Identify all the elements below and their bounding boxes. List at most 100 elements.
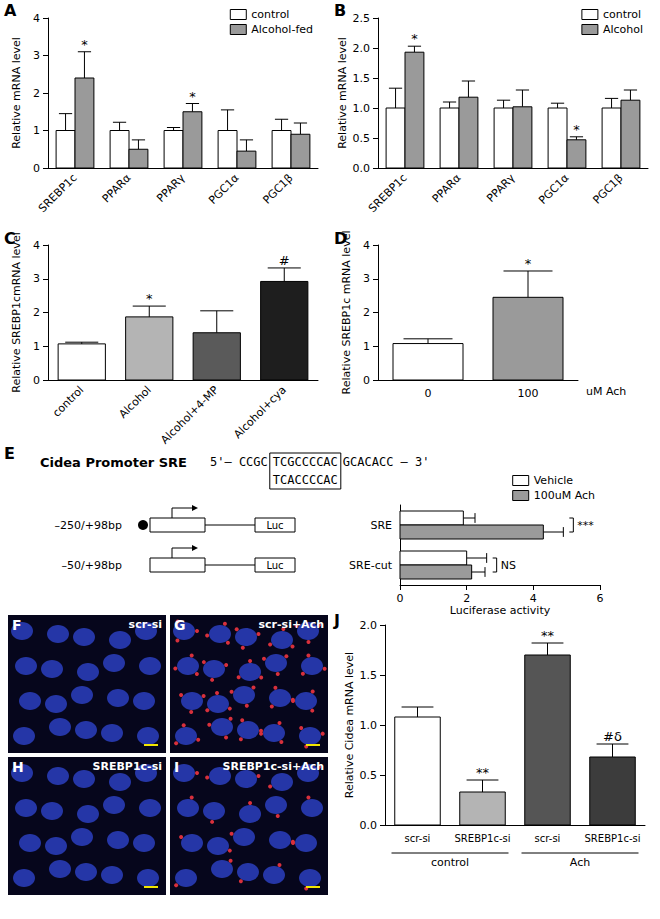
- svg-text:0.5: 0.5: [360, 769, 378, 782]
- svg-text:scr-si+Ach: scr-si+Ach: [259, 618, 324, 631]
- svg-text:100: 100: [518, 387, 539, 400]
- svg-text:–250/+98bp: –250/+98bp: [55, 519, 122, 532]
- svg-text:control: control: [251, 8, 289, 21]
- svg-text:1.5: 1.5: [360, 669, 378, 682]
- svg-text:Relative mRNA level: Relative mRNA level: [10, 37, 23, 149]
- svg-text:0: 0: [397, 592, 404, 605]
- svg-text:1: 1: [33, 340, 40, 353]
- svg-text:4: 4: [33, 12, 40, 25]
- svg-text:3: 3: [33, 272, 40, 285]
- svg-text:Relative SREBP1cmRNA level: Relative SREBP1cmRNA level: [10, 232, 23, 392]
- svg-text:0.0: 0.0: [353, 162, 371, 175]
- svg-text:Relative mRNA level: Relative mRNA level: [336, 37, 349, 149]
- svg-text:**: **: [541, 628, 555, 643]
- svg-text:TCGCCCCAC: TCGCCCCAC: [273, 455, 338, 469]
- svg-text:Alcohol+cya: Alcohol+cya: [231, 383, 289, 441]
- svg-text:3: 3: [363, 272, 370, 285]
- svg-text:PPARγ: PPARγ: [154, 171, 188, 205]
- svg-text:2: 2: [33, 306, 40, 319]
- svg-text:B: B: [334, 1, 346, 20]
- svg-text:NS: NS: [501, 559, 516, 572]
- svg-text:scr-si: scr-si: [535, 833, 561, 844]
- svg-text:F: F: [12, 617, 22, 633]
- svg-text:2.5: 2.5: [353, 12, 371, 25]
- svg-text:1.5: 1.5: [353, 72, 371, 85]
- svg-text:PPARα: PPARα: [430, 171, 464, 205]
- svg-text:SREBP1c: SREBP1c: [36, 171, 80, 215]
- svg-text:4: 4: [363, 239, 370, 252]
- svg-text:*: *: [411, 31, 418, 46]
- svg-text:E: E: [4, 444, 15, 463]
- svg-text:3: 3: [33, 49, 40, 62]
- svg-text:control: control: [50, 383, 86, 419]
- svg-text:SRE: SRE: [370, 519, 392, 532]
- svg-text:control: control: [603, 8, 641, 21]
- svg-text:*: *: [525, 256, 532, 271]
- svg-text:#δ: #δ: [603, 729, 622, 744]
- svg-text:scr-si: scr-si: [405, 833, 431, 844]
- svg-text:G: G: [174, 617, 186, 633]
- svg-text:J: J: [333, 611, 340, 630]
- svg-text:1: 1: [363, 340, 370, 353]
- svg-text:scr-si: scr-si: [129, 618, 162, 631]
- svg-text:2.0: 2.0: [360, 619, 378, 632]
- svg-text:PGC1α: PGC1α: [206, 171, 241, 206]
- svg-text:0: 0: [33, 374, 40, 387]
- svg-text:*: *: [189, 89, 196, 104]
- svg-text:Alcohol+4-MP: Alcohol+4-MP: [158, 383, 221, 446]
- svg-text:5'— CCGC: 5'— CCGC: [210, 455, 268, 469]
- svg-text:0.0: 0.0: [360, 819, 378, 832]
- svg-text:–50/+98bp: –50/+98bp: [62, 559, 122, 572]
- svg-text:H: H: [12, 759, 24, 775]
- svg-text:#: #: [279, 253, 290, 268]
- svg-text:Luc: Luc: [266, 560, 283, 571]
- svg-text:PPARα: PPARα: [100, 171, 134, 205]
- svg-text:Luciferase activity: Luciferase activity: [450, 604, 551, 617]
- svg-text:**: **: [476, 765, 490, 780]
- svg-text:0: 0: [33, 162, 40, 175]
- svg-text:SRE-cut: SRE-cut: [349, 559, 393, 572]
- svg-text:Cidea Promoter SRE: Cidea Promoter SRE: [40, 455, 187, 470]
- svg-text:I: I: [174, 759, 179, 775]
- svg-text:*: *: [146, 291, 153, 306]
- svg-text:control: control: [431, 856, 469, 869]
- svg-text:1.0: 1.0: [353, 102, 371, 115]
- svg-text:A: A: [4, 1, 17, 20]
- svg-text:SREBP1c-si+Ach: SREBP1c-si+Ach: [223, 760, 325, 773]
- svg-text:PPARγ: PPARγ: [484, 171, 518, 205]
- svg-text:***: ***: [577, 519, 594, 532]
- svg-text:2: 2: [363, 306, 370, 319]
- svg-text:SREBP1c-si: SREBP1c-si: [585, 833, 641, 844]
- svg-text:Alcohol: Alcohol: [116, 383, 154, 421]
- svg-text:Luc: Luc: [266, 520, 283, 531]
- svg-text:uM Ach: uM Ach: [586, 385, 626, 398]
- svg-text:PGC1β: PGC1β: [260, 171, 295, 206]
- svg-text:2.0: 2.0: [353, 42, 371, 55]
- svg-text:4: 4: [33, 239, 40, 252]
- svg-text:SREBP1c: SREBP1c: [366, 171, 410, 215]
- svg-text:GCACACC — 3': GCACACC — 3': [343, 455, 430, 469]
- svg-text:4: 4: [530, 592, 537, 605]
- svg-text:6: 6: [597, 592, 604, 605]
- svg-text:Relative Cidea mRNA level: Relative Cidea mRNA level: [343, 652, 356, 798]
- svg-text:Ach: Ach: [570, 856, 590, 869]
- svg-text:PGC1β: PGC1β: [590, 171, 625, 206]
- svg-text:Vehicle: Vehicle: [534, 474, 574, 487]
- svg-text:Alcohol: Alcohol: [603, 23, 643, 36]
- svg-text:2: 2: [463, 592, 470, 605]
- svg-text:100uM Ach: 100uM Ach: [534, 489, 595, 502]
- svg-text:0.5: 0.5: [353, 132, 371, 145]
- svg-text:0: 0: [363, 374, 370, 387]
- svg-text:1: 1: [33, 124, 40, 137]
- svg-text:PGC1α: PGC1α: [536, 171, 571, 206]
- svg-text:Relative SREBP1c mRNA level: Relative SREBP1c mRNA level: [340, 231, 353, 395]
- svg-text:0: 0: [425, 387, 432, 400]
- svg-text:SREBP1c-si: SREBP1c-si: [93, 760, 162, 773]
- svg-text:TCACCCCAC: TCACCCCAC: [273, 473, 338, 487]
- svg-text:*: *: [81, 37, 88, 52]
- svg-text:1.0: 1.0: [360, 719, 378, 732]
- svg-text:SREBP1c-si: SREBP1c-si: [455, 833, 511, 844]
- svg-text:*: *: [573, 122, 580, 137]
- svg-text:Alcohol-fed: Alcohol-fed: [251, 23, 313, 36]
- svg-text:2: 2: [33, 87, 40, 100]
